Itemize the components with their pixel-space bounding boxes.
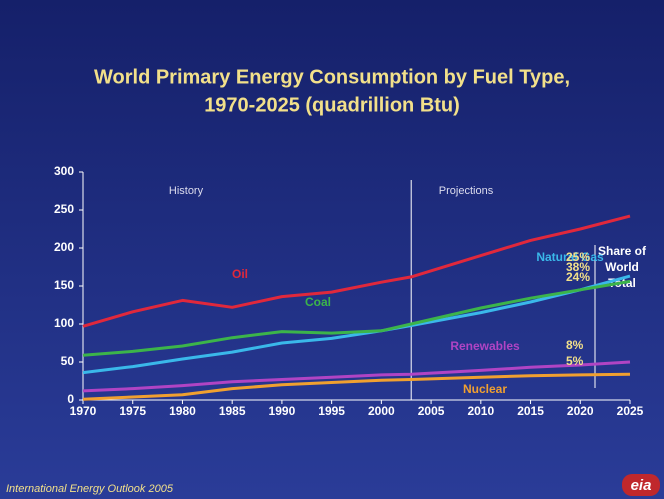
x-tick-label: 2000 — [368, 404, 395, 418]
chart-title: World Primary Energy Consumption by Fuel… — [94, 66, 570, 88]
line-series — [82, 274, 631, 375]
x-tick-label: 1995 — [318, 404, 345, 418]
share-label: 25% — [566, 250, 590, 264]
chart-subtitle: 1970-2025 (quadrillion Btu) — [204, 94, 460, 116]
x-tick-label: 2025 — [617, 404, 644, 418]
x-tick-label: 1975 — [119, 404, 146, 418]
y-tick-label: 0 — [67, 392, 74, 406]
series-label: Coal — [305, 295, 331, 309]
x-tick-label: 2005 — [418, 404, 445, 418]
y-tick-label: 200 — [54, 240, 74, 254]
footer: International Energy Outlook 2005 — [6, 483, 174, 495]
y-tick-label: 150 — [54, 278, 74, 292]
projections-label: Projections — [439, 185, 494, 197]
share-label: 24% — [566, 270, 590, 284]
x-tick-label: 1985 — [219, 404, 246, 418]
share-label: 5% — [566, 354, 584, 368]
y-tick-label: 100 — [54, 316, 74, 330]
y-tick-label: 250 — [54, 202, 74, 216]
x-tick-label: 2020 — [567, 404, 594, 418]
line-series — [82, 279, 631, 357]
logo-badge — [622, 474, 660, 496]
x-tick-label: 1990 — [269, 404, 296, 418]
x-tick-label: 1980 — [169, 404, 196, 418]
share-title: World — [605, 260, 639, 274]
history-label: History — [169, 185, 204, 197]
series-label: Natural Gas — [536, 250, 604, 264]
series-label: Renewables — [450, 339, 520, 353]
line-series — [82, 214, 631, 328]
series-label: Nuclear — [463, 382, 507, 396]
logo: eia — [631, 477, 652, 494]
series-label: Oil — [232, 267, 248, 281]
line-series — [82, 372, 631, 401]
share-label: 38% — [566, 260, 590, 274]
x-tick-label: 2010 — [467, 404, 494, 418]
y-tick-label: 50 — [61, 354, 75, 368]
x-tick-label: 1970 — [70, 404, 97, 418]
line-series — [82, 360, 631, 393]
x-tick-label: 2015 — [517, 404, 544, 418]
y-tick-label: 300 — [54, 164, 74, 178]
share-label: 8% — [566, 338, 584, 352]
share-title: Share of — [598, 244, 647, 258]
